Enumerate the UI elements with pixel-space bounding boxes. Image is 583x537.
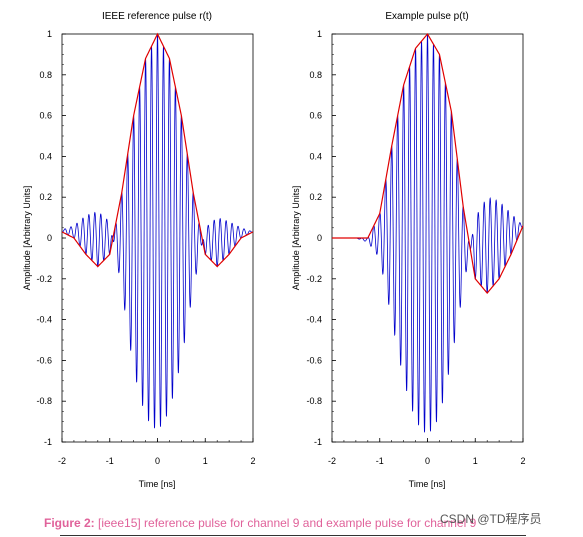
x-tick-label: -2 (58, 456, 66, 466)
figure-caption: Figure 2: [ieee15] reference pulse for c… (44, 516, 476, 530)
y-tick-label: -0.2 (306, 274, 322, 284)
y-tick-label: 0.6 (309, 111, 322, 121)
series-envelope-red (61, 32, 254, 268)
y-tick-label: -0.8 (306, 396, 322, 406)
caption-label: Figure 2: (44, 516, 95, 530)
y-tick-label: 0 (47, 233, 52, 243)
x-tick-labels: -2 -1 0 1 2 (58, 456, 256, 466)
x-tick-label: 1 (203, 456, 208, 466)
caption-text: [ieee15] reference pulse for channel 9 a… (94, 516, 477, 530)
y-tick-label: -0.4 (36, 315, 52, 325)
x-tick-label: -1 (376, 456, 384, 466)
x-axis-label: Time [ns] (139, 479, 176, 489)
x-tick-label: -2 (328, 456, 336, 466)
plot-reference-pulse: IEEE reference pulse r(t) -2 -1 0 1 2 1 0.8 0.… (22, 11, 256, 489)
x-tick-label: 2 (250, 456, 255, 466)
series-carrier-blue (332, 33, 524, 433)
x-tick-label: 2 (520, 456, 525, 466)
y-axis-label: Amplitude [Arbitrary Units] (22, 186, 32, 291)
plot-title: Example pulse p(t) (385, 11, 468, 22)
y-tick-label: -0.6 (306, 355, 322, 365)
y-tick-label: -1 (314, 437, 322, 447)
x-tick-label: -1 (106, 456, 114, 466)
y-tick-label: 0.8 (309, 70, 322, 80)
y-tick-label: -0.8 (36, 396, 52, 406)
plot-title: IEEE reference pulse r(t) (102, 11, 212, 22)
y-tick-label: 0.4 (309, 151, 322, 161)
y-tick-label: -1 (44, 437, 52, 447)
y-tick-label: 0.2 (309, 192, 322, 202)
y-tick-label: -0.6 (36, 355, 52, 365)
plot-example-pulse: Example pulse p(t) -2 -1 0 1 2 1 0.8 0.6 0.4 0.2… (291, 11, 526, 489)
y-tick-labels: 1 0.8 0.6 0.4 0.2 0 -0.2 -0.4 -0.6 -0.8 -1 (36, 29, 52, 447)
x-axis-label: Time [ns] (409, 479, 446, 489)
y-tick-label: 0.4 (39, 151, 52, 161)
y-tick-label: -0.2 (36, 274, 52, 284)
y-axis-label: Amplitude [Arbitrary Units] (291, 186, 301, 291)
y-tick-label: 0.2 (39, 192, 52, 202)
x-tick-labels: -2 -1 0 1 2 (328, 456, 526, 466)
series-carrier-blue (61, 33, 254, 429)
y-tick-label: 1 (317, 29, 322, 39)
y-tick-labels: 1 0.8 0.6 0.4 0.2 0 -0.2 -0.4 -0.6 -0.8 -1 (306, 29, 322, 447)
y-tick-label: 0.6 (39, 111, 52, 121)
series-envelope-red (332, 32, 524, 295)
tick-marks (61, 33, 254, 443)
y-tick-label: 0 (317, 233, 322, 243)
caption-rule (60, 535, 526, 536)
tick-marks (331, 33, 524, 443)
x-tick-label: 0 (155, 456, 160, 466)
x-tick-label: 1 (473, 456, 478, 466)
y-tick-label: 1 (47, 29, 52, 39)
watermark: CSDN @TD程序员 (440, 512, 542, 526)
y-tick-label: -0.4 (306, 315, 322, 325)
x-tick-label: 0 (425, 456, 430, 466)
y-tick-label: 0.8 (39, 70, 52, 80)
